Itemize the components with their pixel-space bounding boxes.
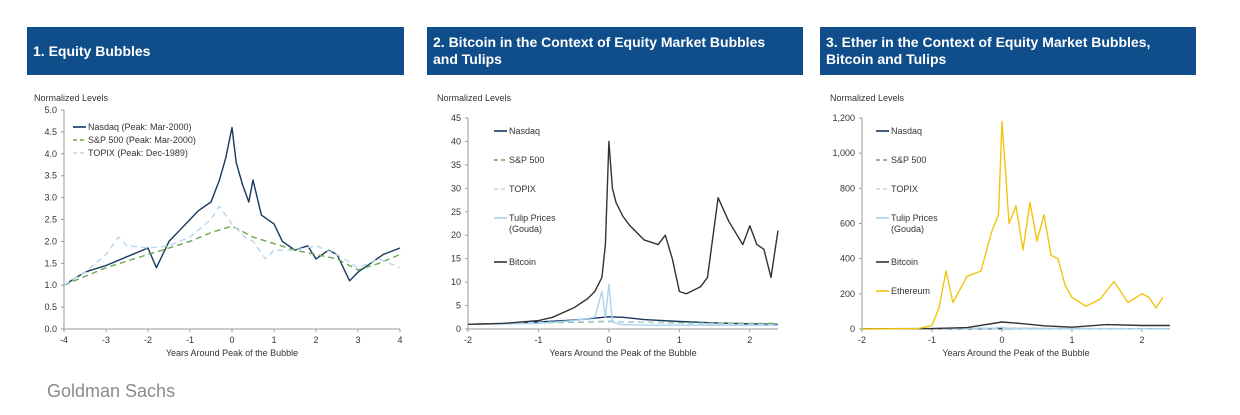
y-tick-label: 0.0	[44, 324, 57, 334]
y-tick-label: 3.5	[44, 171, 57, 181]
y-tick-label: 1,000	[832, 148, 855, 158]
legend: Nasdaq (Peak: Mar-2000) S&P 500 (Peak: Ma…	[73, 122, 196, 158]
y-tick-label: 20	[451, 230, 461, 240]
series-line-0	[467, 316, 779, 325]
chart-title-banner: 3. Ether in the Context of Equity Market…	[820, 27, 1196, 75]
legend-label: Nasdaq	[509, 126, 540, 136]
y-axis-label: Normalized Levels	[830, 93, 905, 103]
y-tick-label: 2.5	[44, 215, 57, 225]
x-tick-label: -1	[534, 335, 542, 345]
y-tick-label: 1,200	[832, 113, 855, 123]
x-axis-label: Years Around the Peak of the Bubble	[942, 348, 1089, 358]
x-tick-label: -3	[102, 335, 110, 345]
x-axis-label: Years Around the Peak of the Bubble	[549, 348, 696, 358]
series-line-3	[467, 283, 778, 326]
legend: Nasdaq S&P 500 TOPIX Tulip Prices (Gouda) Bit…	[876, 126, 938, 296]
y-tick-label: 40	[451, 136, 461, 146]
legend-label: Nasdaq	[891, 126, 922, 136]
legend-label: S&P 500	[891, 155, 926, 165]
legend-label: TOPIX	[891, 184, 918, 194]
legend-label: Bitcoin	[509, 257, 536, 267]
legend-label: Tulip Prices (Gouda)	[891, 213, 938, 234]
chart-3: Normalized Levels 0 200 400 600 800 1,000 1,200…	[830, 93, 1171, 358]
x-tick-label: 4	[397, 335, 402, 345]
chart-title-banner: 1. Equity Bubbles	[27, 27, 404, 75]
y-tick-label: 200	[840, 289, 855, 299]
legend-label: S&P 500	[509, 155, 544, 165]
x-tick-label: -2	[858, 335, 866, 345]
y-tick-label: 600	[840, 219, 855, 229]
chart-1: Normalized Levels 0.0 0.5 1.0 1.5 2.0 2.5 3.0 3.…	[34, 93, 403, 358]
chart-title-banner: 2. Bitcoin in the Context of Equity Mark…	[427, 27, 803, 75]
chart-panel-1: 1. Equity Bubbles	[27, 0, 404, 370]
y-tick-label: 1.5	[44, 258, 57, 268]
x-tick-label: 0	[999, 335, 1004, 345]
y-tick-label: 30	[451, 183, 461, 193]
y-tick-label: 10	[451, 277, 461, 287]
series-line-2	[63, 205, 401, 286]
series-line-1	[63, 225, 401, 286]
x-tick-label: 1	[677, 335, 682, 345]
legend-label: Bitcoin	[891, 257, 918, 267]
y-tick-label: 5	[456, 301, 461, 311]
y-tick-label: 5.0	[44, 105, 57, 115]
legend-label: TOPIX	[509, 184, 536, 194]
x-tick-label: -2	[144, 335, 152, 345]
chart-panel-2: 2. Bitcoin in the Context of Equity Mark…	[427, 0, 803, 370]
x-tick-label: -2	[464, 335, 472, 345]
x-tick-label: 3	[355, 335, 360, 345]
x-tick-label: 2	[1139, 335, 1144, 345]
y-tick-label: 1.0	[44, 280, 57, 290]
chart-title: 3. Ether in the Context of Equity Market…	[826, 34, 1151, 67]
chart-title: 1. Equity Bubbles	[33, 42, 151, 59]
y-tick-label: 2.0	[44, 236, 57, 246]
y-tick-label: 800	[840, 183, 855, 193]
x-tick-label: -1	[928, 335, 936, 345]
y-tick-label: 15	[451, 254, 461, 264]
y-tick-label: 3.0	[44, 193, 57, 203]
x-axis-label: Years Around Peak of the Bubble	[166, 348, 298, 358]
x-tick-label: 0	[229, 335, 234, 345]
y-tick-label: 0.5	[44, 302, 57, 312]
legend-label: Nasdaq (Peak: Mar-2000)	[88, 122, 192, 132]
y-tick-label: 45	[451, 113, 461, 123]
series-line-5	[861, 120, 1164, 330]
y-tick-label: 4.5	[44, 127, 57, 137]
y-axis-label: Normalized Levels	[34, 93, 109, 103]
x-tick-label: 1	[271, 335, 276, 345]
y-tick-label: 25	[451, 207, 461, 217]
chart-title: 2. Bitcoin in the Context of Equity Mark…	[433, 34, 766, 67]
legend-label: TOPIX (Peak: Dec-1989)	[88, 148, 188, 158]
legend-label: Tulip Prices (Gouda)	[509, 213, 556, 234]
chart-panel-3: 3. Ether in the Context of Equity Market…	[820, 0, 1196, 370]
y-tick-label: 35	[451, 160, 461, 170]
x-tick-label: 2	[747, 335, 752, 345]
x-tick-label: 2	[313, 335, 318, 345]
y-tick-label: 400	[840, 254, 855, 264]
series-line-4	[467, 140, 779, 325]
y-axis-label: Normalized Levels	[437, 93, 512, 103]
x-tick-label: -1	[186, 335, 194, 345]
chart-2: Normalized Levels 0 5 10 15 20 25 30 35 40 45 -2 -1 0…	[437, 93, 779, 358]
y-tick-label: 0	[850, 324, 855, 334]
source-label: Goldman Sachs	[47, 381, 176, 401]
y-tick-label: 4.0	[44, 149, 57, 159]
y-tick-label: 0	[456, 324, 461, 334]
x-tick-label: 1	[1069, 335, 1074, 345]
x-tick-label: -4	[60, 335, 68, 345]
legend-label: S&P 500 (Peak: Mar-2000)	[88, 135, 196, 145]
x-tick-label: 0	[606, 335, 611, 345]
legend-label: Ethereum	[891, 286, 930, 296]
series-line-4	[861, 321, 1170, 330]
legend: Nasdaq S&P 500 TOPIX Tulip Prices (Gouda) Bit…	[494, 126, 556, 267]
